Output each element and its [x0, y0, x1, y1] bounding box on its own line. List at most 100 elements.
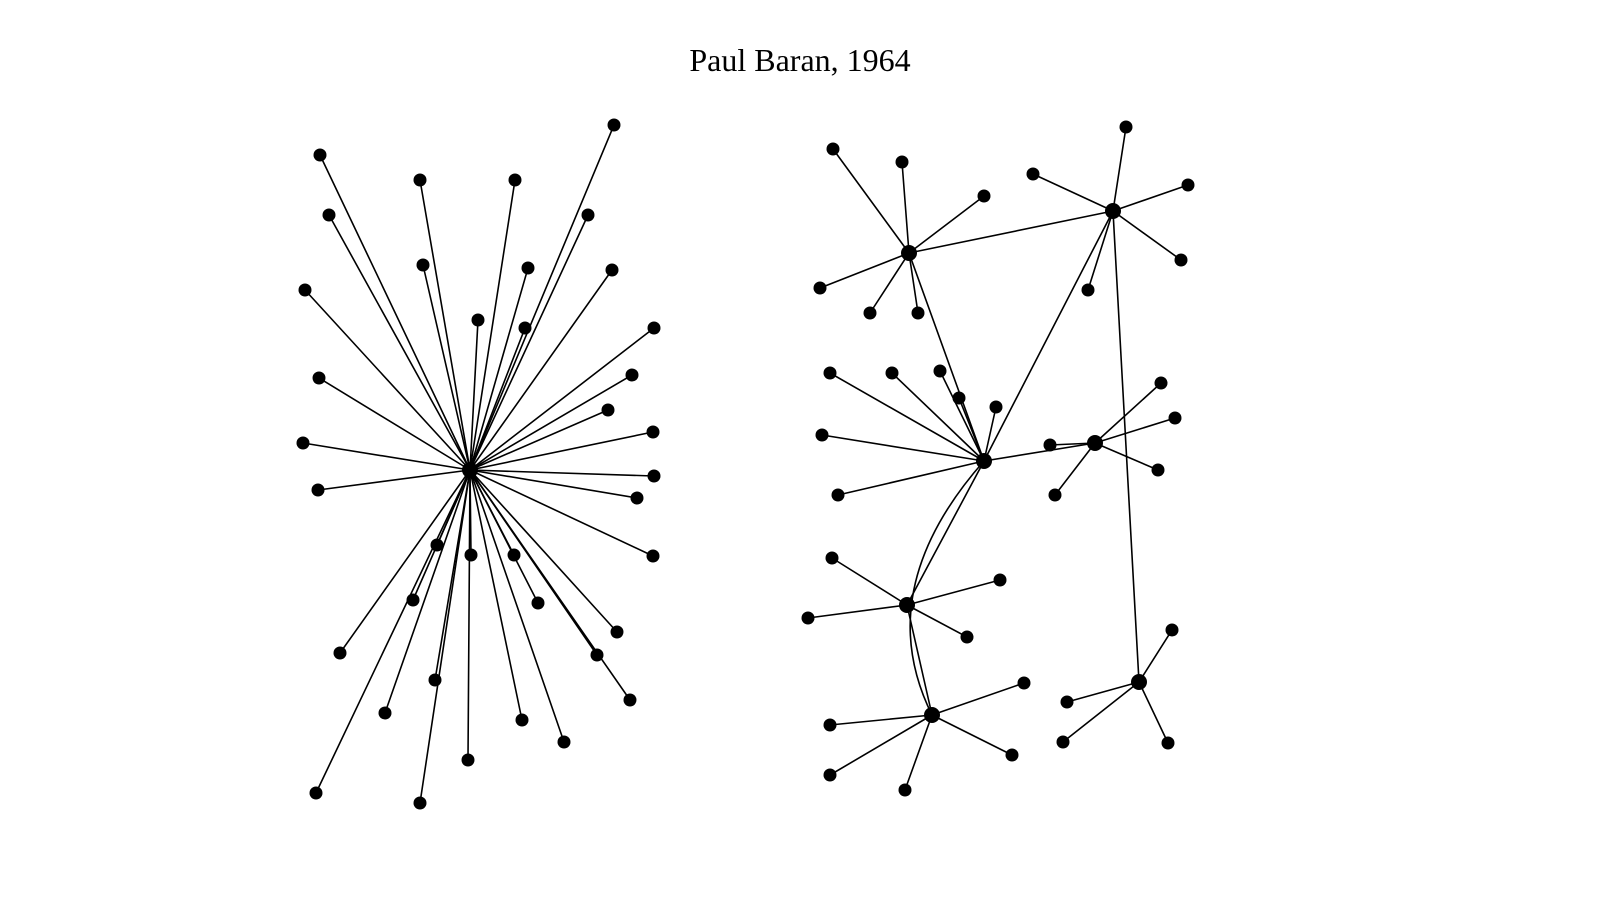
centralized-leaf-node — [379, 707, 392, 720]
centralized-edge — [470, 215, 588, 470]
decentralized-leaf-node — [1152, 464, 1165, 477]
decentralized-leaf-node — [953, 392, 966, 405]
decentralized-leaf-edge — [870, 253, 909, 313]
decentralized-leaf-edge — [932, 683, 1024, 715]
decentralized-hub-node — [899, 597, 915, 613]
decentralized-leaf-edge — [1063, 682, 1139, 742]
decentralized-leaf-edge — [932, 715, 1012, 755]
decentralized-hub-node — [1087, 435, 1103, 451]
centralized-leaf-node — [431, 539, 444, 552]
decentralized-hub-node — [976, 453, 992, 469]
centralized-edge — [470, 470, 653, 556]
decentralized-leaf-node — [886, 367, 899, 380]
decentralized-leaf-node — [1175, 254, 1188, 267]
decentralized-leaf-node — [990, 401, 1003, 414]
centralized-edge — [385, 470, 470, 713]
centralized-leaf-node — [558, 736, 571, 749]
decentralized-leaf-node — [899, 784, 912, 797]
decentralized-leaf-node — [1155, 377, 1168, 390]
decentralized-leaf-edge — [1113, 127, 1126, 211]
decentralized-leaf-node — [824, 769, 837, 782]
decentralized-backbone-edge — [909, 211, 1113, 253]
decentralized-leaf-node — [826, 552, 839, 565]
decentralized-leaf-node — [1044, 439, 1057, 452]
decentralized-hub-node — [901, 245, 917, 261]
decentralized-leaf-edge — [1113, 211, 1181, 260]
decentralized-leaf-edge — [902, 162, 909, 253]
centralized-leaf-node — [647, 426, 660, 439]
decentralized-leaf-node — [824, 367, 837, 380]
decentralized-leaf-edge — [907, 580, 1000, 605]
decentralized-leaf-edge — [1113, 185, 1188, 211]
decentralized-leaf-node — [912, 307, 925, 320]
decentralized-leaf-node — [978, 190, 991, 203]
centralized-edge — [470, 470, 564, 742]
centralized-leaf-node — [465, 549, 478, 562]
decentralized-leaf-edge — [1033, 174, 1113, 211]
centralized-edge — [420, 470, 470, 803]
decentralized-leaf-node — [934, 365, 947, 378]
centralized-leaf-node — [414, 174, 427, 187]
decentralized-backbone-edge — [1113, 211, 1139, 682]
centralized-leaf-node — [631, 492, 644, 505]
decentralized-leaf-node — [827, 143, 840, 156]
decentralized-leaf-edge — [905, 715, 932, 790]
centralized-edge — [305, 290, 470, 470]
decentralized-leaf-edge — [1095, 418, 1175, 443]
centralized-edge — [320, 155, 470, 470]
centralized-leaf-node — [591, 649, 604, 662]
decentralized-leaf-node — [1082, 284, 1095, 297]
decentralized-leaf-node — [1057, 736, 1070, 749]
decentralized-leaf-node — [1006, 749, 1019, 762]
centralized-leaf-node — [414, 797, 427, 810]
centralized-leaf-node — [648, 322, 661, 335]
centralized-leaf-node — [516, 714, 529, 727]
decentralized-leaf-node — [816, 429, 829, 442]
centralized-leaf-node — [626, 369, 639, 382]
decentralized-leaf-edge — [838, 461, 984, 495]
centralized-edge — [423, 265, 470, 470]
centralized-leaf-node — [508, 549, 521, 562]
decentralized-leaf-node — [994, 574, 1007, 587]
centralized-leaf-node — [462, 754, 475, 767]
decentralized-leaf-edge — [808, 605, 907, 618]
centralized-leaf-node — [407, 594, 420, 607]
decentralized-leaf-edge — [830, 373, 984, 461]
centralized-leaf-node — [582, 209, 595, 222]
centralized-leaf-node — [608, 119, 621, 132]
decentralized-leaf-node — [824, 719, 837, 732]
centralized-edge — [470, 470, 617, 632]
decentralized-leaf-edge — [832, 558, 907, 605]
decentralized-leaf-node — [832, 489, 845, 502]
centralized-leaf-node — [611, 626, 624, 639]
centralized-edge — [329, 215, 470, 470]
decentralized-leaf-edge — [959, 398, 984, 461]
decentralized-backbone-edge — [909, 253, 984, 461]
centralized-edge — [340, 470, 470, 653]
centralized-edge — [303, 443, 470, 470]
decentralized-leaf-edge — [984, 407, 996, 461]
decentralized-leaf-edge — [1139, 682, 1168, 743]
decentralized-hub-node — [924, 707, 940, 723]
centralized-edge — [470, 432, 653, 470]
centralized-leaf-node — [299, 284, 312, 297]
centralized-leaf-node — [323, 209, 336, 222]
decentralized-leaf-node — [1018, 677, 1031, 690]
decentralized-leaf-node — [1169, 412, 1182, 425]
decentralized-leaf-node — [1049, 489, 1062, 502]
centralized-leaf-node — [310, 787, 323, 800]
decentralized-leaf-edge — [1067, 682, 1139, 702]
decentralized-leaf-node — [1166, 624, 1179, 637]
centralized-leaf-node — [509, 174, 522, 187]
centralized-leaf-node — [648, 470, 661, 483]
centralized-leaf-node — [314, 149, 327, 162]
centralized-edge — [318, 470, 470, 490]
decentralized-leaf-node — [1061, 696, 1074, 709]
centralized-edge — [470, 375, 632, 470]
centralized-leaf-node — [522, 262, 535, 275]
decentralized-leaf-node — [1027, 168, 1040, 181]
decentralized-leaf-edge — [909, 196, 984, 253]
network-diagram-canvas — [0, 0, 1600, 900]
centralized-edge — [420, 180, 470, 470]
centralized-leaf-node — [519, 322, 532, 335]
